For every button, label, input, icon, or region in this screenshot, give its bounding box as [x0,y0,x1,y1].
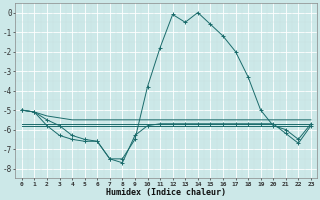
X-axis label: Humidex (Indice chaleur): Humidex (Indice chaleur) [106,188,226,197]
